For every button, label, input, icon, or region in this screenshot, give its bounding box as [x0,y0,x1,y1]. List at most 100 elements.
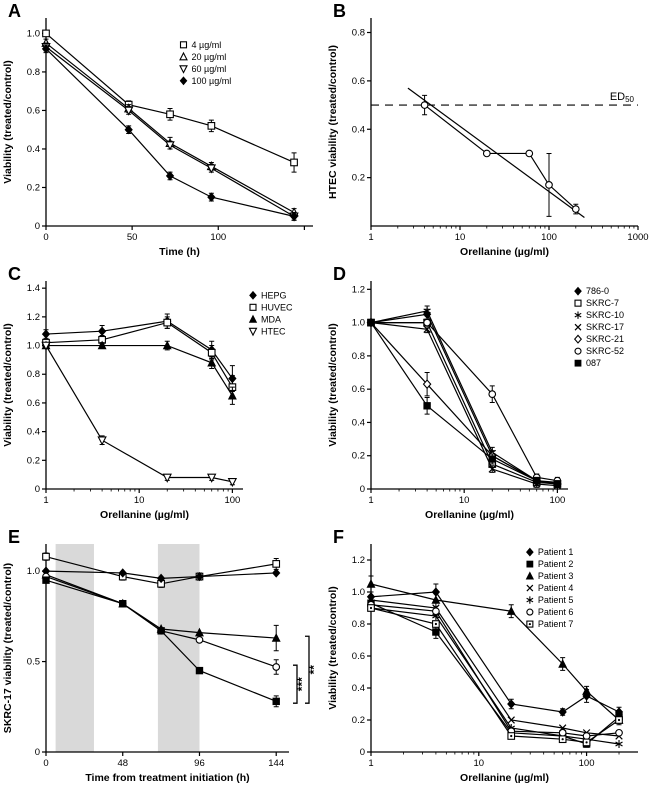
svg-text:Viability (treated/control): Viability (treated/control) [2,323,14,447]
svg-text:0.2: 0.2 [27,455,40,466]
panel-f-label: F [333,527,344,547]
svg-text:0.2: 0.2 [352,451,365,462]
chart-d: 1 10 100 0 0.2 0.4 0.6 0.8 1.0 1.2 786-0 SKRC-7 SKRC… [325,269,650,523]
panel-b: B 1 10 100 1000 0.2 0.4 0.6 0.8 ED50 Orellanine (… [325,0,650,263]
chart-e: 0 48 96 144 0 0.5 1.0 *** ** Time from treatment … [0,532,325,786]
chart-svg-d: 1 10 100 0 0.2 0.4 0.6 0.8 1.0 1.2 786-0 SKRC-7 SKRC… [327,281,624,521]
svg-text:786-0: 786-0 [586,286,609,296]
svg-text:HTEC: HTEC [261,326,286,336]
svg-text:Orellanine (µg/ml): Orellanine (µg/ml) [100,509,189,521]
svg-text:SKRC-52: SKRC-52 [586,346,624,356]
svg-text:0.8: 0.8 [27,67,40,78]
panel-c: C 1 10 100 0 0.2 0.4 0.6 0.8 1.0 1.2 1.4 HEPG HUVEC M… [0,263,325,526]
svg-text:0: 0 [35,484,40,495]
svg-text:0: 0 [360,747,365,758]
svg-text:***: *** [295,677,309,691]
svg-text:Orellanine (µg/ml): Orellanine (µg/ml) [425,509,514,521]
svg-text:1.4: 1.4 [27,283,40,294]
svg-text:Patient 4: Patient 4 [538,583,574,593]
svg-text:MDA: MDA [261,314,281,324]
svg-text:Patient 6: Patient 6 [538,607,574,617]
svg-text:10: 10 [134,495,145,506]
svg-text:SKRC-17: SKRC-17 [586,322,624,332]
svg-text:0: 0 [43,758,48,769]
panel-d-label: D [333,264,346,284]
chart-a: 0 50 100 0 0.2 0.4 0.6 0.8 1.0 4 µg/ml 20 µg/ml 60 … [0,6,325,260]
panel-a: A 0 50 100 0 0.2 0.4 0.6 0.8 1.0 4 µg/ml 20 µg/ml 6… [0,0,325,263]
svg-text:50: 50 [127,232,138,243]
svg-text:1: 1 [43,495,48,506]
chart-svg-b: 1 10 100 1000 0.2 0.4 0.6 0.8 ED50 Orellanine (µg… [327,18,649,258]
svg-text:96: 96 [194,758,205,769]
chart-c: 1 10 100 0 0.2 0.4 0.6 0.8 1.0 1.2 1.4 HEPG HUVEC MDA… [0,269,325,523]
svg-text:100: 100 [541,232,557,243]
svg-text:0: 0 [43,232,48,243]
svg-text:1.2: 1.2 [27,312,40,323]
svg-text:SKRC-17 viability (treated/con: SKRC-17 viability (treated/control) [2,563,14,733]
svg-text:0.8: 0.8 [27,369,40,380]
svg-text:Patient 2: Patient 2 [538,559,574,569]
svg-text:Orellanine (µg/ml): Orellanine (µg/ml) [460,246,549,258]
svg-text:0.8: 0.8 [352,619,365,630]
svg-text:Patient 7: Patient 7 [538,619,574,629]
svg-text:Patient 3: Patient 3 [538,571,574,581]
svg-text:1.0: 1.0 [352,587,365,598]
svg-text:0.6: 0.6 [352,76,365,87]
chart-svg-f: 1 10 100 0 0.2 0.4 0.6 0.8 1.0 1.2 Patient 1 Patien… [327,544,638,784]
svg-text:Viability (treated/control): Viability (treated/control) [327,323,339,447]
svg-text:SKRC-7: SKRC-7 [586,298,619,308]
panel-c-label: C [8,264,21,284]
svg-text:1: 1 [368,758,373,769]
panel-b-label: B [333,1,346,21]
svg-text:0.8: 0.8 [352,351,365,362]
svg-text:0.2: 0.2 [352,173,365,184]
svg-text:1.0: 1.0 [27,566,40,577]
panel-e-label: E [8,527,21,547]
svg-text:HUVEC: HUVEC [261,302,293,312]
svg-text:0.5: 0.5 [27,657,40,668]
svg-text:1.2: 1.2 [352,555,365,566]
panel-f: F 1 10 100 0 0.2 0.4 0.6 0.8 1.0 1.2 Patient 1 Pati… [325,526,650,788]
svg-text:60 µg/ml: 60 µg/ml [192,64,227,74]
svg-text:100: 100 [579,758,595,769]
svg-text:1000: 1000 [627,232,648,243]
svg-text:1.0: 1.0 [27,28,40,39]
svg-text:Viability (treated/control): Viability (treated/control) [2,60,14,184]
svg-text:0.6: 0.6 [27,398,40,409]
svg-text:100 µg/ml: 100 µg/ml [192,76,232,86]
svg-text:0.6: 0.6 [352,651,365,662]
chart-f: 1 10 100 0 0.2 0.4 0.6 0.8 1.0 1.2 Patient 1 Patien… [325,532,650,786]
svg-text:0: 0 [35,221,40,232]
svg-text:Viability (treated/control): Viability (treated/control) [327,586,339,710]
svg-text:144: 144 [268,758,284,769]
svg-text:0.4: 0.4 [27,427,40,438]
svg-text:10: 10 [473,758,484,769]
svg-text:Time from treatment initiation: Time from treatment initiation (h) [85,772,249,784]
svg-text:1: 1 [368,495,373,506]
chart-b: 1 10 100 1000 0.2 0.4 0.6 0.8 ED50 Orellanine (µg… [325,6,650,260]
svg-text:10: 10 [459,495,470,506]
svg-text:48: 48 [117,758,128,769]
svg-text:1.2: 1.2 [352,284,365,295]
svg-text:Time (h): Time (h) [159,246,200,258]
svg-text:0.6: 0.6 [27,105,40,116]
panel-e: E 0 48 96 144 0 0.5 1.0 *** ** Time from treatmen… [0,526,325,788]
svg-text:1.0: 1.0 [352,318,365,329]
panel-d: D 1 10 100 0 0.2 0.4 0.6 0.8 1.0 1.2 786-0 SKRC-7 SK… [325,263,650,526]
svg-text:087: 087 [586,358,601,368]
svg-text:0: 0 [35,747,40,758]
svg-text:100: 100 [549,495,565,506]
svg-text:4 µg/ml: 4 µg/ml [192,40,222,50]
svg-text:SKRC-10: SKRC-10 [586,310,624,320]
svg-text:0.4: 0.4 [352,417,365,428]
svg-text:0.2: 0.2 [352,715,365,726]
svg-text:Orellanine (µg/ml): Orellanine (µg/ml) [460,772,549,784]
svg-text:0.8: 0.8 [352,28,365,39]
svg-text:0.2: 0.2 [27,182,40,193]
svg-text:0.6: 0.6 [352,384,365,395]
svg-text:HTEC viability (treated/contro: HTEC viability (treated/control) [327,45,339,199]
svg-text:0.4: 0.4 [352,683,365,694]
svg-text:0: 0 [360,484,365,495]
